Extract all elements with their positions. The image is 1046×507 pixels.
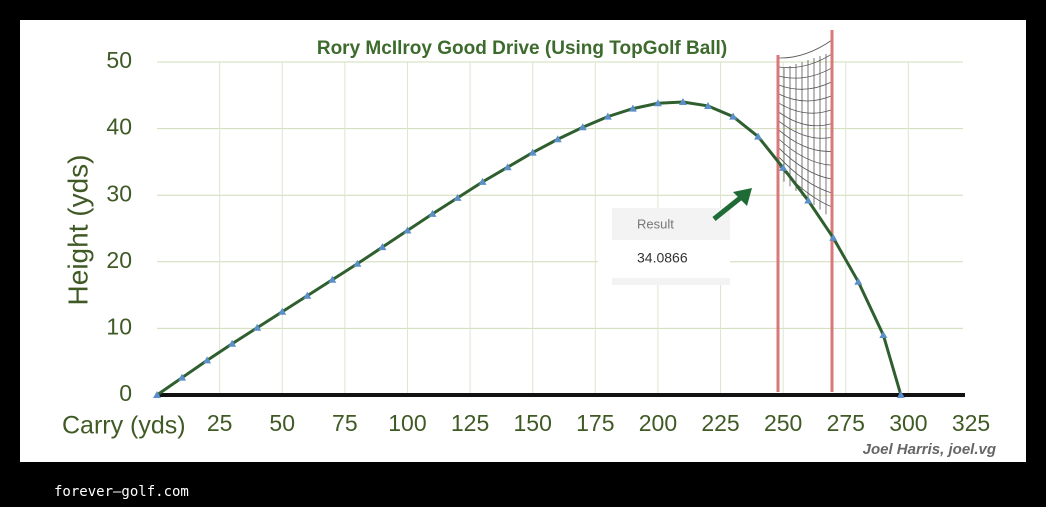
y-tick-label: 10 <box>106 313 132 339</box>
x-axis-label: Carry (yds) <box>62 412 186 440</box>
result-label: Result <box>637 216 674 231</box>
point-marker <box>428 209 437 217</box>
point-marker <box>896 391 905 398</box>
point-marker <box>203 356 212 364</box>
marks <box>153 97 905 398</box>
point-marker <box>804 196 813 204</box>
x-tick-label: 175 <box>576 410 614 436</box>
y-tick-label: 20 <box>106 247 132 273</box>
point-marker <box>153 391 161 398</box>
point-marker <box>829 233 838 241</box>
net-line <box>777 146 833 180</box>
point-marker <box>328 275 337 283</box>
x-tick-label: 275 <box>827 410 865 436</box>
net-line <box>777 53 833 69</box>
x-tick-label: 200 <box>639 410 677 436</box>
point-marker <box>228 339 237 347</box>
arrow-head <box>733 188 752 206</box>
net-line <box>777 137 833 166</box>
net-line <box>777 39 833 59</box>
point-marker <box>729 112 738 120</box>
point-marker <box>653 99 662 107</box>
x-tick-label: 125 <box>451 410 489 436</box>
x-tick-label: 25 <box>207 410 233 436</box>
y-tick-label: 30 <box>106 180 132 206</box>
point-marker <box>779 163 788 171</box>
point-marker <box>378 243 387 251</box>
x-tick-label: 100 <box>388 410 426 436</box>
x-tick-label: 50 <box>269 410 295 436</box>
point-marker <box>704 101 713 109</box>
point-marker <box>253 323 262 331</box>
net-line <box>777 67 833 79</box>
x-tick-label: 325 <box>952 410 990 436</box>
point-marker <box>603 112 612 120</box>
result-value: 34.0866 <box>637 250 688 266</box>
point-marker <box>528 148 537 156</box>
net-line <box>777 155 833 194</box>
point-marker <box>754 132 763 140</box>
result-field <box>598 240 730 278</box>
point-marker <box>879 331 888 339</box>
footer: forever—golf.com <box>54 484 189 500</box>
point-marker <box>503 163 512 171</box>
point-marker <box>453 193 462 201</box>
credit: Joel Harris, joel.vg <box>863 441 996 458</box>
y-axis-label: Height (yds) <box>62 155 93 306</box>
point-marker <box>578 123 587 131</box>
y-tick-label: 40 <box>106 114 132 140</box>
x-tick-label: 300 <box>889 410 927 436</box>
point-marker <box>403 226 412 234</box>
point-marker <box>553 135 562 143</box>
x-tick-label: 75 <box>332 410 358 436</box>
x-tick-label: 150 <box>514 410 552 436</box>
point-marker <box>278 307 287 315</box>
point-marker <box>478 177 487 185</box>
y-tick-label: 0 <box>119 380 132 406</box>
y-tick-label: 50 <box>106 47 132 73</box>
arrow-shaft <box>712 193 746 221</box>
net-line <box>777 93 833 102</box>
net-line <box>777 102 833 114</box>
net-line <box>777 111 833 127</box>
net-line <box>777 129 833 152</box>
x-tick-label: 225 <box>701 410 739 436</box>
net <box>776 30 834 392</box>
point-marker <box>353 259 362 267</box>
x-tick-label: 250 <box>764 410 802 436</box>
point-marker <box>678 97 687 105</box>
net-line <box>777 120 833 139</box>
net-line <box>777 81 833 90</box>
chart-title: Rory McIlroy Good Drive (Using TopGolf B… <box>317 38 727 59</box>
point-marker <box>303 291 312 299</box>
point-marker <box>178 373 187 381</box>
point-marker <box>628 104 637 112</box>
point-marker <box>854 277 863 285</box>
chart-background <box>20 20 1026 462</box>
